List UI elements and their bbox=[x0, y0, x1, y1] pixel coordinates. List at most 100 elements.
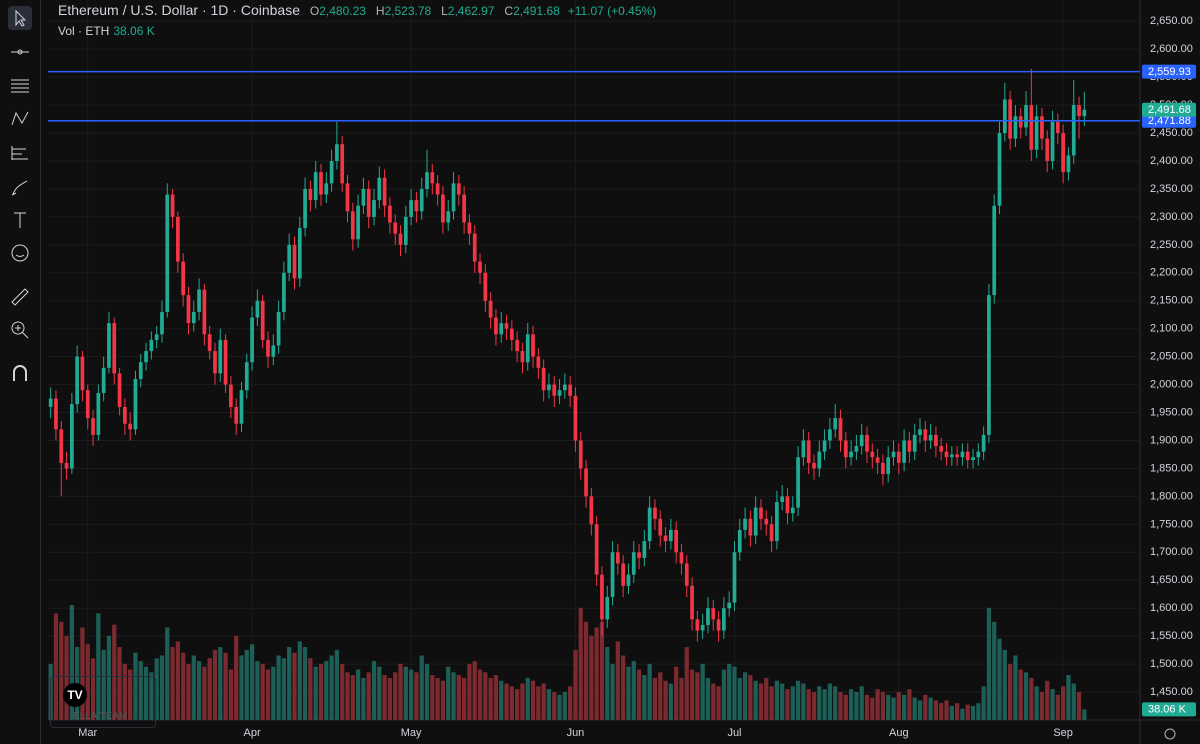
volume-bar bbox=[785, 689, 790, 720]
emoji-tool[interactable] bbox=[8, 241, 32, 265]
candle-body bbox=[213, 351, 217, 374]
candle-body bbox=[112, 323, 117, 374]
volume-bar bbox=[467, 663, 472, 720]
volume-bar bbox=[1082, 709, 1087, 720]
candle-body bbox=[456, 183, 461, 195]
volume-bar bbox=[806, 689, 811, 720]
candle-body bbox=[292, 244, 297, 279]
candle-body bbox=[393, 222, 398, 234]
candle-body bbox=[912, 434, 917, 452]
candle-body bbox=[658, 518, 663, 536]
cursor-tool[interactable] bbox=[8, 6, 32, 30]
volume-bar bbox=[281, 658, 287, 720]
volume-bar bbox=[546, 689, 552, 720]
volume-bar bbox=[318, 663, 324, 720]
volume-bar bbox=[1013, 655, 1018, 720]
volume-bar bbox=[334, 649, 340, 720]
candle-body bbox=[568, 384, 573, 396]
volume-bar bbox=[138, 661, 143, 720]
pattern-tool[interactable] bbox=[8, 107, 32, 131]
volume-bar bbox=[398, 663, 403, 720]
volume-bar bbox=[875, 689, 880, 720]
volume-bar bbox=[949, 705, 954, 720]
y-tick-label: 2,150.00 bbox=[1150, 295, 1193, 307]
volume-bar bbox=[621, 655, 626, 720]
candle-body bbox=[398, 233, 403, 245]
volume-bar bbox=[716, 686, 721, 720]
fib-tool[interactable] bbox=[8, 74, 32, 98]
low-key: L bbox=[441, 4, 448, 18]
trendline-tool[interactable] bbox=[8, 40, 32, 64]
volume-bar bbox=[822, 689, 827, 720]
candle-body bbox=[886, 457, 891, 475]
volume-bar bbox=[854, 691, 859, 720]
volume-bar bbox=[520, 683, 525, 720]
volume-bar bbox=[324, 661, 329, 720]
volume-bar bbox=[96, 613, 101, 720]
volume-bar bbox=[509, 686, 514, 720]
candle-body bbox=[1008, 99, 1012, 139]
magnet-tool[interactable] bbox=[8, 362, 32, 386]
volume-bar bbox=[764, 677, 769, 720]
volume-bar bbox=[827, 683, 833, 720]
candle-body bbox=[1034, 116, 1039, 150]
volume-bar bbox=[350, 675, 355, 720]
close-key: C bbox=[504, 4, 514, 18]
volume-bar bbox=[382, 675, 387, 720]
candle-body bbox=[785, 496, 790, 514]
volume-bar bbox=[101, 649, 106, 720]
candle-body bbox=[234, 406, 239, 424]
candle-body bbox=[59, 429, 64, 463]
ruler-tool[interactable] bbox=[8, 285, 32, 309]
candle-body bbox=[128, 423, 133, 430]
volume-bar bbox=[1055, 694, 1060, 720]
volume-bar bbox=[1071, 683, 1076, 720]
volume-bar bbox=[1045, 680, 1050, 720]
volume-bar bbox=[80, 627, 85, 720]
candle-body bbox=[706, 608, 710, 625]
volume-bar bbox=[732, 666, 737, 720]
candle-body bbox=[319, 172, 323, 195]
brush-tool[interactable] bbox=[8, 175, 32, 199]
candle-body bbox=[732, 552, 737, 603]
volume-bar bbox=[493, 675, 499, 720]
candle-body bbox=[949, 454, 954, 458]
candle-body bbox=[69, 404, 74, 469]
candle-body bbox=[838, 418, 843, 441]
projection-tool[interactable] bbox=[8, 141, 32, 165]
volume-bar bbox=[689, 669, 695, 720]
y-tick-label: 2,350.00 bbox=[1150, 183, 1193, 195]
volume-bar bbox=[477, 669, 483, 720]
candle-body bbox=[743, 518, 747, 530]
volume-bar bbox=[525, 677, 530, 720]
volume-bar bbox=[308, 658, 313, 720]
volume-bar bbox=[880, 691, 886, 720]
volume-bar bbox=[504, 683, 509, 720]
zoom-tool[interactable] bbox=[8, 318, 32, 342]
volume-bar bbox=[594, 627, 599, 720]
last-price-tag bbox=[1142, 102, 1196, 117]
volume-bar bbox=[721, 669, 726, 720]
volume-bar bbox=[917, 700, 923, 720]
candle-body bbox=[154, 334, 159, 340]
candle-body bbox=[859, 434, 864, 447]
candle-body bbox=[584, 468, 588, 497]
candle-body bbox=[536, 356, 541, 368]
volume-bar bbox=[711, 683, 716, 720]
volume-bar bbox=[393, 672, 398, 720]
volume-bar bbox=[674, 666, 679, 720]
candle-body bbox=[679, 552, 684, 564]
y-tick-label: 2,050.00 bbox=[1150, 351, 1193, 363]
y-tick-label: 2,200.00 bbox=[1150, 267, 1193, 279]
volume-bar bbox=[456, 675, 461, 720]
y-tick-label: 2,000.00 bbox=[1150, 379, 1193, 391]
candle-body bbox=[366, 188, 371, 217]
volume-bar bbox=[265, 669, 271, 720]
text-tool[interactable] bbox=[8, 208, 32, 232]
volume-bar bbox=[954, 703, 960, 720]
volume-bar bbox=[483, 672, 488, 720]
volume-bar bbox=[244, 649, 249, 720]
candle-body bbox=[96, 392, 101, 435]
candle-body bbox=[441, 194, 445, 223]
volume-bar bbox=[53, 613, 59, 720]
